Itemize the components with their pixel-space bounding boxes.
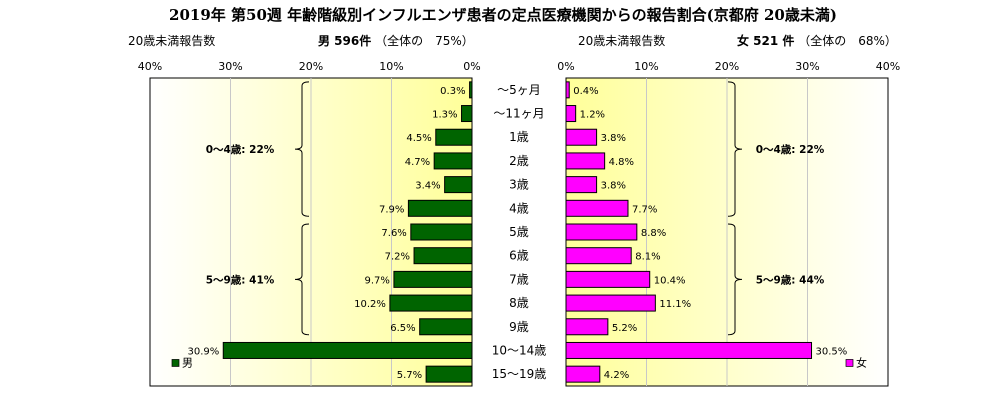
male-bar bbox=[389, 294, 473, 312]
age-category-label: 6歳 bbox=[509, 249, 529, 263]
female-value-label: 3.8% bbox=[601, 181, 626, 192]
female-value-label: 10.4% bbox=[654, 275, 686, 286]
male-bar bbox=[425, 365, 473, 383]
female-axis-tick-label: 40% bbox=[876, 60, 900, 73]
age-category-label: ～11ヶ月 bbox=[493, 107, 544, 121]
age-category-label: 7歳 bbox=[509, 272, 529, 286]
age-category-label: 8歳 bbox=[509, 296, 529, 310]
female-axis-tick-label: 0% bbox=[557, 60, 574, 73]
male-bar bbox=[407, 199, 473, 217]
male-group-brace bbox=[294, 81, 310, 217]
female-value-label: 4.8% bbox=[609, 157, 634, 168]
male-bar bbox=[433, 152, 473, 170]
female-bar bbox=[565, 81, 570, 99]
male-axis-tick-label: 10% bbox=[379, 60, 403, 73]
female-axis-tick-label: 10% bbox=[634, 60, 658, 73]
male-bar bbox=[410, 223, 473, 241]
female-value-label: 5.2% bbox=[612, 323, 637, 334]
female-bar bbox=[565, 176, 598, 194]
female-bar bbox=[565, 365, 601, 383]
male-value-label: 0.3% bbox=[440, 86, 465, 97]
male-axis-tick-label: 40% bbox=[138, 60, 162, 73]
chart-title: 2019年 第50週 年齢階級別インフルエンザ患者の定点医療機関からの報告割合(… bbox=[169, 6, 837, 24]
age-category-label: 4歳 bbox=[509, 201, 529, 215]
female-bar bbox=[565, 294, 656, 312]
male-legend-swatch bbox=[171, 359, 180, 367]
male-share: （全体の 75%） bbox=[375, 34, 474, 48]
female-summary: 女 521 件 （全体の 68%） bbox=[737, 32, 897, 49]
female-bar bbox=[565, 223, 638, 241]
female-value-label: 7.7% bbox=[632, 204, 657, 215]
female-value-label: 1.2% bbox=[580, 110, 605, 121]
male-bar bbox=[222, 341, 473, 359]
male-group-label: 0～4歳: 22% bbox=[206, 143, 275, 156]
age-category-label: 9歳 bbox=[509, 320, 529, 334]
male-bar bbox=[393, 270, 473, 288]
female-value-label: 8.1% bbox=[635, 252, 660, 263]
male-value-label: 30.9% bbox=[187, 346, 219, 357]
female-legend-label: 女 bbox=[856, 355, 867, 369]
female-bar bbox=[565, 341, 813, 359]
female-axis-tick-label: 20% bbox=[715, 60, 739, 73]
female-value-label: 30.5% bbox=[816, 346, 848, 357]
male-group-label: 5～9歳: 41% bbox=[206, 273, 275, 286]
age-category-label: ～5ヶ月 bbox=[497, 83, 541, 97]
female-value-label: 8.8% bbox=[641, 228, 666, 239]
age-category-label: 3歳 bbox=[509, 178, 529, 192]
age-category-label: 1歳 bbox=[509, 130, 529, 144]
male-value-label: 4.7% bbox=[405, 157, 430, 168]
male-bar bbox=[444, 176, 473, 194]
female-group-label: 5～9歳: 44% bbox=[756, 273, 825, 286]
female-bar bbox=[565, 199, 629, 217]
male-summary: 男 596件 （全体の 75%） bbox=[318, 32, 474, 49]
female-group-brace bbox=[727, 223, 743, 336]
male-bar bbox=[413, 247, 473, 265]
male-bar bbox=[469, 81, 473, 99]
female-value-label: 3.8% bbox=[601, 133, 626, 144]
male-legend-label: 男 bbox=[182, 356, 193, 369]
male-bar bbox=[419, 318, 473, 336]
age-category-label: 5歳 bbox=[509, 225, 529, 239]
right-caption: 20歳未満報告数 bbox=[578, 34, 666, 48]
male-value-label: 7.2% bbox=[385, 252, 410, 263]
male-value-label: 3.4% bbox=[415, 181, 440, 192]
male-group-brace bbox=[294, 223, 310, 336]
female-group-label: 0～4歳: 22% bbox=[756, 143, 825, 156]
female-bar bbox=[565, 128, 598, 146]
female-group-brace bbox=[727, 81, 743, 217]
female-bar bbox=[565, 152, 606, 170]
male-value-label: 4.5% bbox=[406, 133, 431, 144]
left-caption: 20歳未満報告数 bbox=[128, 34, 216, 48]
male-count: 男 596件 bbox=[318, 34, 372, 48]
male-value-label: 10.2% bbox=[354, 299, 386, 310]
female-legend-swatch bbox=[845, 359, 854, 367]
male-value-label: 9.7% bbox=[365, 275, 390, 286]
female-bar bbox=[565, 105, 577, 123]
age-category-label: 15～19歳 bbox=[492, 367, 547, 381]
female-value-label: 11.1% bbox=[659, 299, 691, 310]
male-axis-tick-label: 20% bbox=[299, 60, 323, 73]
male-value-label: 7.6% bbox=[381, 228, 406, 239]
female-count: 女 521 件 bbox=[737, 34, 795, 48]
age-category-label: 10～14歳 bbox=[492, 343, 547, 357]
male-value-label: 1.3% bbox=[432, 110, 457, 121]
male-axis-tick-label: 30% bbox=[218, 60, 242, 73]
male-bar bbox=[435, 128, 473, 146]
female-bar bbox=[565, 318, 609, 336]
male-value-label: 7.9% bbox=[379, 204, 404, 215]
female-bar bbox=[565, 247, 632, 265]
female-value-label: 0.4% bbox=[573, 86, 598, 97]
male-value-label: 5.7% bbox=[397, 370, 422, 381]
female-bar bbox=[565, 270, 651, 288]
female-value-label: 4.2% bbox=[604, 370, 629, 381]
female-axis-tick-label: 30% bbox=[795, 60, 819, 73]
male-axis-tick-label: 0% bbox=[463, 60, 480, 73]
male-value-label: 6.5% bbox=[390, 323, 415, 334]
male-bar bbox=[461, 105, 473, 123]
female-share: （全体の 68%） bbox=[798, 34, 897, 48]
age-category-label: 2歳 bbox=[509, 154, 529, 168]
